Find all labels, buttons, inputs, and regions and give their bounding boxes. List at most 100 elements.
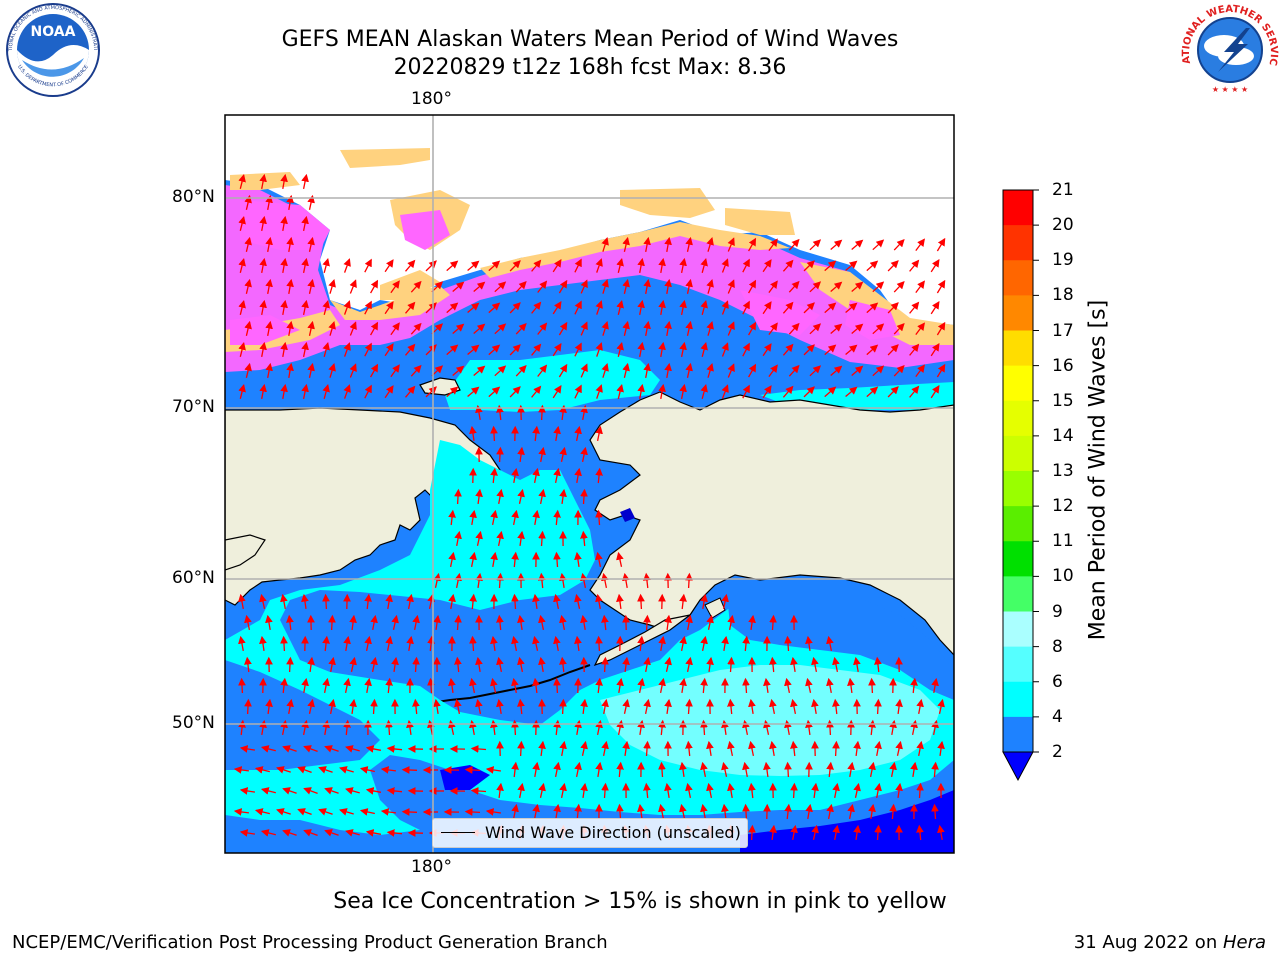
chart-subtitle: 20220829 t12z 168h fcst Max: 8.36 [393,55,787,80]
wave-direction-arrow [244,278,252,294]
wave-direction-arrow [559,572,567,589]
wave-direction-arrow [515,280,527,293]
wave-direction-arrow [574,803,582,820]
wave-direction-arrow [238,257,246,273]
land-bristol-bay-lake [620,508,635,522]
wave-direction-arrow [601,363,609,378]
wave-direction-arrow [851,239,864,250]
wave-direction-arrow [452,365,465,376]
wave-direction-arrow [390,322,400,336]
wave-direction-arrow [370,363,379,378]
wave-direction-arrow [343,384,351,399]
colorbar-tick-label: 2 [1052,742,1063,762]
wave-direction-arrow [517,530,525,546]
wave-direction-arrow [238,299,246,315]
wave-direction-arrow [847,803,855,820]
wave-direction-arrow [511,467,519,484]
wave-direction-arrow [931,803,939,820]
wave-direction-arrow [936,321,946,336]
wave-direction-arrow [811,698,819,715]
wave-direction-arrow [803,302,815,314]
wave-direction-arrow [390,364,400,378]
wave-direction-arrow [788,238,800,251]
wave-direction-arrow [915,238,925,251]
wave-direction-arrow [768,364,778,377]
wave-direction-arrow [866,344,879,356]
wave-direction-arrow [385,635,393,652]
colorbar-label: Mean Period of Wind Waves [s] [1085,299,1111,641]
wave-direction-arrow [475,530,483,546]
wave-direction-arrow [664,320,672,337]
wave-direction-arrow [553,425,561,442]
wave-direction-arrow [328,614,336,631]
wave-direction-arrow [265,362,273,379]
wave-direction-arrow [301,173,309,190]
wave-direction-arrow [580,572,588,589]
wave-direction-arrow [851,323,864,334]
wave-direction-arrow [595,384,603,399]
wave-direction-arrow [887,344,899,356]
wave-direction-arrow [847,761,855,778]
wave-direction-arrow [469,593,477,610]
wave-direction-arrow [664,236,672,253]
wave-direction-arrow [322,677,330,694]
wave-direction-arrow [727,237,735,252]
wave-direction-arrow [616,761,624,778]
wave-direction-arrow [790,740,798,757]
wave-direction-arrow [233,766,249,774]
wave-direction-arrow [307,320,315,336]
wave-direction-arrow [370,279,379,294]
wave-direction-arrow [679,257,687,274]
colorbar-segment [1003,260,1033,296]
wave-direction-arrow [328,363,336,378]
wave-direction-arrow [359,808,375,816]
wave-direction-arrow [763,761,771,777]
wave-direction-arrow [826,803,834,820]
wave-direction-arrow [595,258,603,273]
wave-direction-arrow [658,803,666,820]
wave-direction-arrow [700,761,708,778]
wave-direction-arrow [845,302,858,313]
wave-direction-arrow [706,363,714,378]
wave-direction-arrow [601,321,609,336]
wave-direction-arrow [616,593,624,609]
arrow-legend: Wind Wave Direction (unscaled) [432,818,748,848]
wave-direction-arrow [307,656,315,672]
wave-direction-arrow [574,467,582,484]
wave-direction-arrow [386,745,403,753]
wave-direction-arrow [454,656,462,673]
wave-direction-arrow [679,635,687,652]
wave-direction-arrow [297,808,312,816]
wave-direction-arrow [580,279,588,294]
wave-direction-arrow [370,656,378,673]
wave-direction-arrow [889,803,897,820]
wave-direction-arrow [622,740,630,756]
wave-direction-arrow [721,761,729,777]
wave-direction-arrow [538,488,546,505]
wave-direction-arrow [380,808,396,816]
wave-direction-arrow [832,656,840,673]
wave-direction-arrow [784,803,792,820]
wave-direction-arrow [538,656,546,673]
wave-direction-arrow [511,719,519,736]
wave-direction-arrow [826,761,834,778]
wave-direction-arrow [511,551,519,568]
wave-direction-arrow [448,509,456,526]
wave-direction-arrow [866,302,879,314]
wave-direction-arrow [790,782,798,799]
wave-direction-arrow [574,761,582,778]
wave-direction-arrow [538,530,546,547]
wave-direction-arrow [490,635,498,651]
wave-direction-arrow [658,257,666,274]
wave-direction-arrow [490,425,498,442]
wave-direction-arrow [830,281,843,292]
wave-direction-arrow [259,257,267,274]
wave-direction-arrow [762,259,772,273]
wave-direction-arrow [574,593,582,609]
wave-direction-arrow [637,677,645,694]
wave-direction-arrow [601,237,609,252]
wave-direction-arrow [872,323,885,335]
wave-direction-arrow [830,365,843,376]
wave-direction-arrow [552,301,562,315]
wave-direction-arrow [868,761,876,778]
